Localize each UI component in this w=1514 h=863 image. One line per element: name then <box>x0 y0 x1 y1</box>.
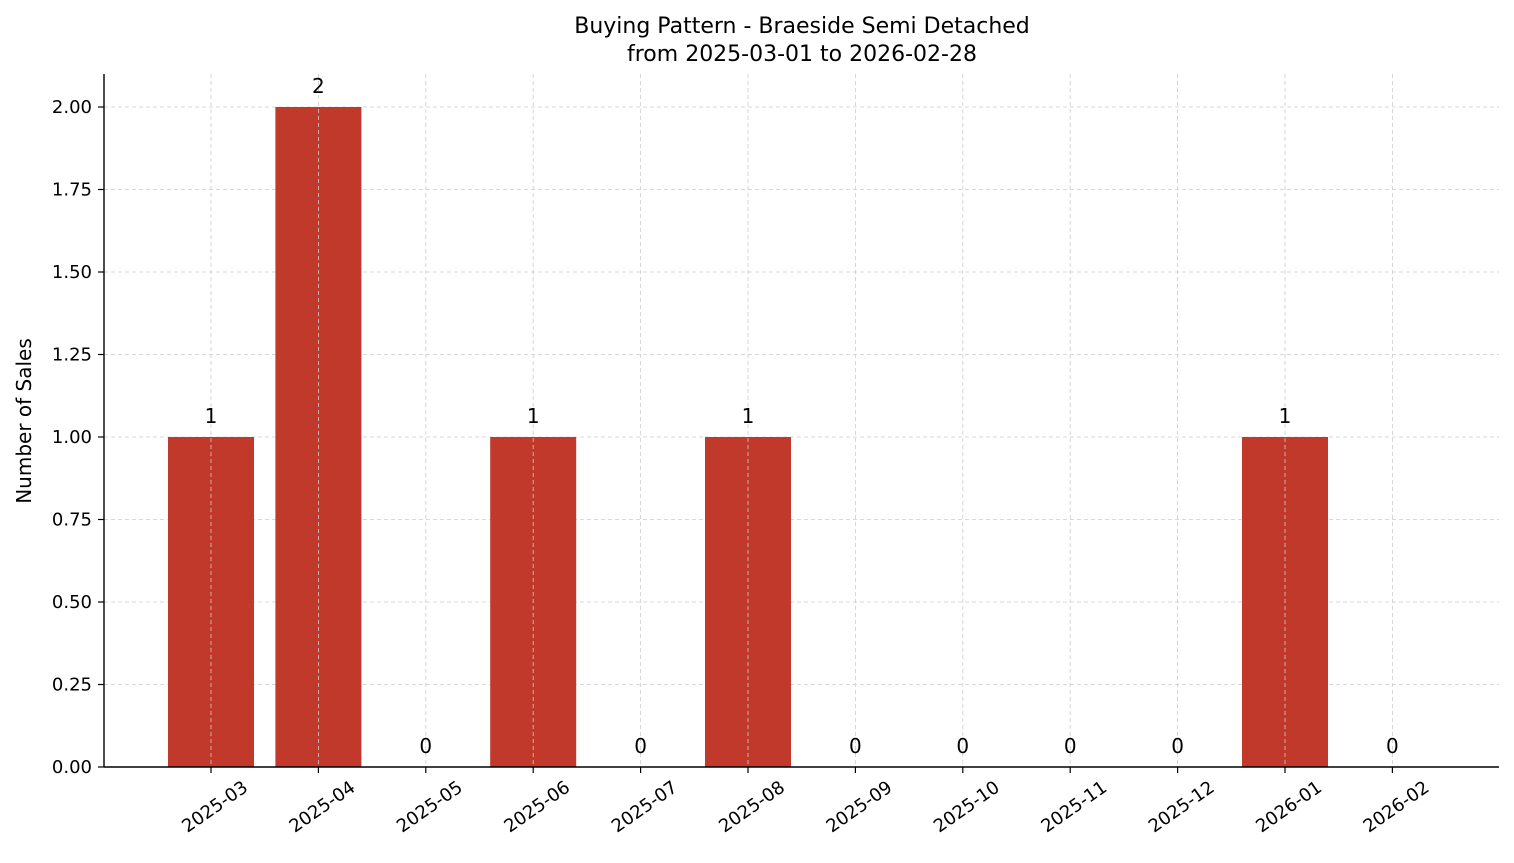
y-tick-label: 1.50 <box>52 262 92 283</box>
x-tick-label: 2026-01 <box>1252 777 1326 837</box>
data-label: 1 <box>527 404 540 428</box>
y-tick-label: 0.00 <box>52 757 92 778</box>
x-tick-label: 2025-10 <box>930 777 1004 837</box>
data-label: 1 <box>205 404 218 428</box>
y-axis-label: Number of Sales <box>12 338 36 504</box>
y-tick-label: 1.00 <box>52 427 92 448</box>
x-tick-label: 2025-08 <box>715 777 789 837</box>
chart-subtitle: from 2025-03-01 to 2026-02-28 <box>627 42 977 67</box>
x-tick-label: 2025-11 <box>1037 777 1111 837</box>
data-label: 1 <box>1279 404 1292 428</box>
data-label: 0 <box>1064 734 1077 758</box>
data-label: 1 <box>742 404 755 428</box>
x-tick-label: 2026-02 <box>1360 777 1434 837</box>
y-tick-label: 1.75 <box>52 180 92 201</box>
y-tick-label: 0.25 <box>52 675 92 696</box>
x-tick-label: 2025-07 <box>608 777 682 837</box>
data-label: 0 <box>634 734 647 758</box>
x-tick-label: 2025-06 <box>500 777 574 837</box>
y-tick-label: 2.00 <box>52 97 92 118</box>
data-label: 0 <box>849 734 862 758</box>
chart-title: Buying Pattern - Braeside Semi Detached <box>574 14 1030 39</box>
x-tick-label: 2025-03 <box>178 777 252 837</box>
vertical-grid-layer <box>210 74 1393 767</box>
data-label: 0 <box>419 734 432 758</box>
x-tick-label: 2025-05 <box>393 777 467 837</box>
y-tick-label: 0.50 <box>52 592 92 613</box>
data-label: 0 <box>1386 734 1399 758</box>
data-labels-layer: 1 2 0 1 0 1 0 0 0 0 1 0 <box>205 74 1399 758</box>
x-tick-label: 2025-09 <box>823 777 897 837</box>
data-label: 0 <box>1171 734 1184 758</box>
data-label: 2 <box>312 74 325 98</box>
y-tick-label: 1.25 <box>52 345 92 366</box>
bar <box>275 107 362 767</box>
x-tick-label: 2025-12 <box>1145 777 1219 837</box>
data-label: 0 <box>956 734 969 758</box>
y-tick-label: 0.75 <box>52 510 92 531</box>
x-tick-label: 2025-04 <box>286 777 360 837</box>
